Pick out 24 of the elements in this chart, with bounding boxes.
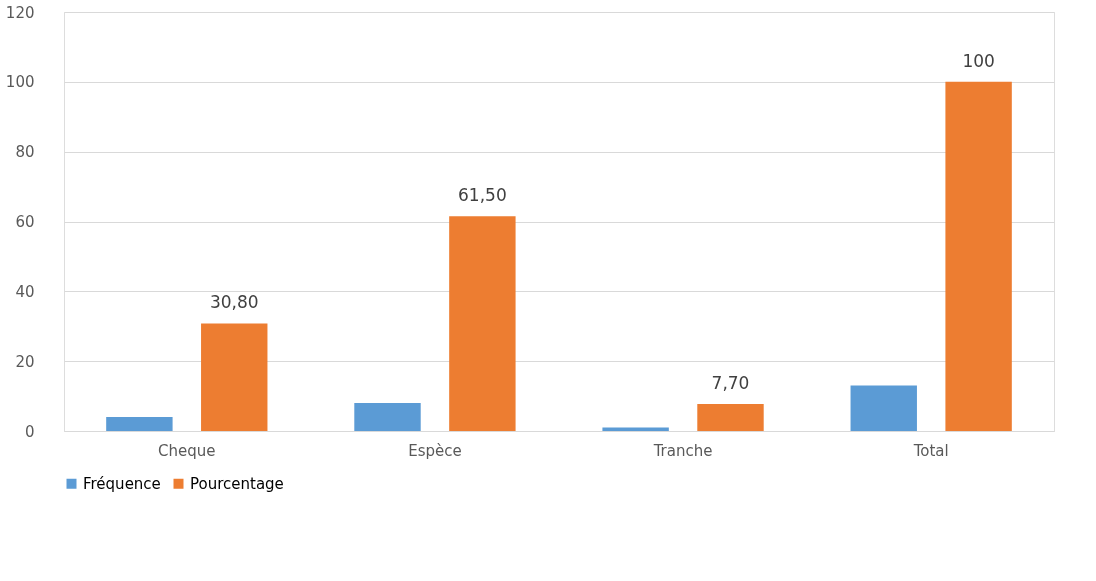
x-tick-label: Cheque xyxy=(158,441,216,460)
y-tick-label: 100 xyxy=(5,73,35,92)
x-tick-label: Tranche xyxy=(652,441,713,460)
y-tick-label: 40 xyxy=(15,282,35,301)
y-tick-label: 20 xyxy=(15,352,35,371)
bar xyxy=(850,385,917,431)
y-tick-label: 0 xyxy=(24,422,35,441)
y-tick-label: 120 xyxy=(5,3,35,22)
data-label: 7,70 xyxy=(711,373,750,394)
y-tick-label: 60 xyxy=(15,213,35,231)
bar xyxy=(697,404,764,431)
legend-label: Fréquence xyxy=(83,474,161,493)
x-tick-label: Espèce xyxy=(408,441,462,460)
bar xyxy=(945,81,1012,431)
x-tick-label: Total xyxy=(912,441,949,460)
bar xyxy=(201,323,268,431)
bar xyxy=(449,216,516,431)
bar xyxy=(106,417,173,431)
y-tick-label: 80 xyxy=(15,143,35,162)
data-label: 30,80 xyxy=(209,292,259,313)
data-label: 61,50 xyxy=(458,185,507,206)
data-label: 100 xyxy=(962,50,995,71)
legend-label: Pourcentage xyxy=(190,474,284,493)
bar xyxy=(354,403,421,431)
